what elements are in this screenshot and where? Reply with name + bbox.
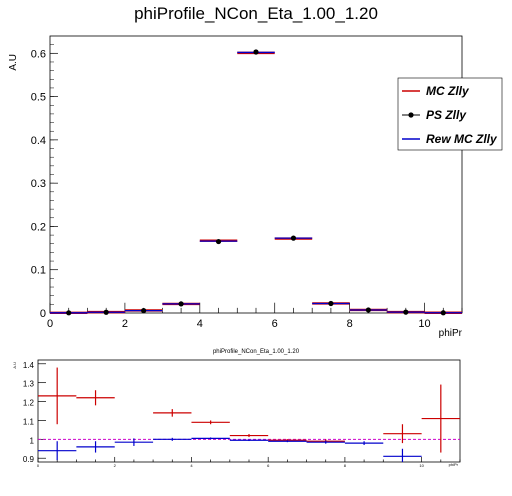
- main-x-tick-label: 6: [272, 318, 278, 330]
- legend-entry-ps-zlly: PS Zlly: [402, 108, 467, 122]
- ratio-y-tick-label: 1: [30, 436, 35, 445]
- main-y-tick-label: 0: [40, 308, 46, 320]
- ratio-title: phiProfile_NCon_Eta_1.00_1.20: [213, 349, 300, 355]
- main-y-tick-label: 0.2: [31, 221, 46, 233]
- legend-label-mc-zlly: MC Zlly: [426, 84, 470, 98]
- ratio-plot-area: 0.9 1 1.1 1.2 1.3 1.4 0 2 4 6 8 10: [23, 359, 461, 468]
- main-y-tick-label: 0.5: [31, 92, 46, 104]
- main-x-tick-label: 2: [122, 318, 128, 330]
- main-y-tick-label: 0.1: [31, 265, 46, 277]
- main-x-tick-label: 8: [347, 318, 353, 330]
- ratio-y-tick-label: 1.3: [23, 380, 35, 389]
- ratio-x-tick-label: 0: [37, 463, 40, 468]
- main-y-tick-label: 0.3: [31, 178, 46, 190]
- main-title: phiProfile_NCon_Eta_1.00_1.20: [134, 4, 378, 23]
- legend-marker-ps-zlly: [408, 112, 414, 118]
- main-x-tick-label: 4: [197, 318, 203, 330]
- ratio-y-tick-label: 1.1: [23, 417, 35, 426]
- ps-zlly-point: [328, 300, 334, 307]
- ratio-x-tick-label: 4: [190, 463, 193, 468]
- main-plot-area: 0 2 4 6 8 10 0 0.1 0.2 0.3 0.4 0.5 0.6: [31, 35, 463, 330]
- ps-zlly-point: [178, 301, 184, 307]
- ps-zlly-point: [290, 235, 297, 241]
- ps-zlly-point: [253, 49, 259, 55]
- ps-zlly-point: [403, 309, 409, 315]
- ratio-x-axis-label: phiPr: [449, 462, 459, 467]
- ps-zlly-point: [440, 310, 446, 316]
- main-y-axis-label: A.U: [8, 54, 19, 71]
- ratio-y-axis-label: A.U: [12, 362, 17, 369]
- main-y-tick-label: 0.6: [31, 48, 46, 60]
- legend-entry-mc-zlly: MC Zlly: [402, 84, 470, 98]
- ratio-x-tick-label: 8: [344, 463, 347, 468]
- main-x-tick-label: 10: [418, 318, 430, 330]
- legend-entry-rew-mc-zlly: Rew MC Zlly: [402, 132, 498, 146]
- legend-box: [397, 77, 503, 151]
- ratio-x-tick-label: 2: [114, 463, 117, 468]
- ratio-x-tick-label: 6: [267, 463, 270, 468]
- legend: MC Zlly PS Zlly Rew MC Zlly: [397, 77, 503, 151]
- legend-label-rew-mc-zlly: Rew MC Zlly: [426, 132, 498, 146]
- main-frame: [49, 35, 463, 314]
- ratio-y-tick-label: 1.2: [23, 399, 35, 408]
- ps-zlly-point: [66, 310, 72, 316]
- main-x-axis-label: phiPr: [439, 328, 463, 339]
- ratio-y-tick-label: 0.9: [23, 455, 35, 464]
- ratio-y-tick-label: 1.4: [23, 361, 35, 370]
- ps-zlly-point: [141, 308, 147, 314]
- ps-zlly-point: [215, 238, 222, 245]
- ps-zlly-point: [365, 307, 371, 313]
- ps-zlly-point: [103, 309, 109, 315]
- main-x-tick-label: 0: [47, 318, 53, 330]
- main-y-tick-label: 0.4: [31, 135, 46, 147]
- legend-label-ps-zlly: PS Zlly: [426, 108, 467, 122]
- ratio-x-tick-label: 10: [419, 463, 424, 468]
